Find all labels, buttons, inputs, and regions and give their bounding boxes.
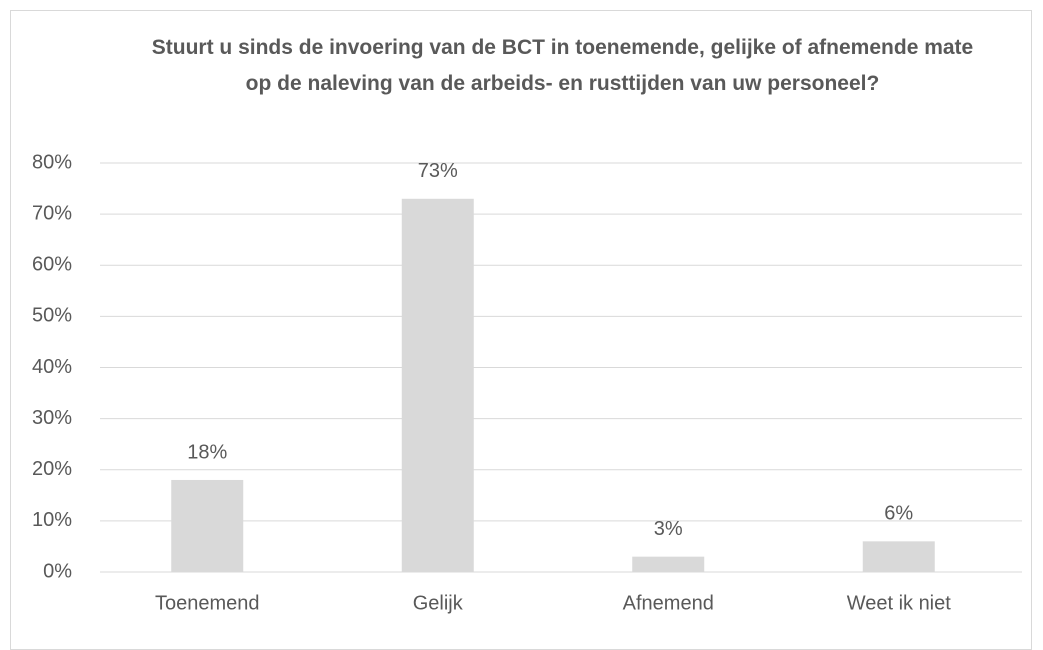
data-label: 3% [654, 518, 683, 540]
y-tick-label: 50% [32, 305, 72, 327]
y-tick-label: 0% [43, 560, 72, 582]
data-label: 18% [187, 441, 227, 463]
bar [862, 541, 935, 572]
y-tick-label: 70% [32, 202, 72, 224]
bar [401, 198, 474, 572]
x-tick-label: Gelijk [413, 592, 464, 614]
y-tick-label: 10% [32, 509, 72, 531]
x-tick-label: Afnemend [623, 592, 714, 614]
chart-title: Stuurt u sinds de invoering van de BCT i… [151, 36, 974, 95]
page: Stuurt u sinds de invoering van de BCT i… [10, 10, 1032, 650]
y-tick-label: 30% [32, 407, 72, 429]
bar [171, 479, 244, 572]
y-tick-label: 80% [32, 151, 72, 173]
data-label: 6% [884, 503, 913, 525]
y-tick-label: 40% [32, 356, 72, 378]
chart: 0% 10% 20% 30% 40% 50% 60% 70% 80% Toenemend 18% Ge… [32, 151, 1022, 614]
bar [632, 556, 705, 572]
y-tick-label: 60% [32, 254, 72, 276]
x-tick-label: Toenemend [155, 592, 260, 614]
y-tick-label: 20% [32, 458, 72, 480]
data-label: 73% [418, 160, 458, 182]
x-tick-label: Weet ik niet [847, 592, 952, 614]
